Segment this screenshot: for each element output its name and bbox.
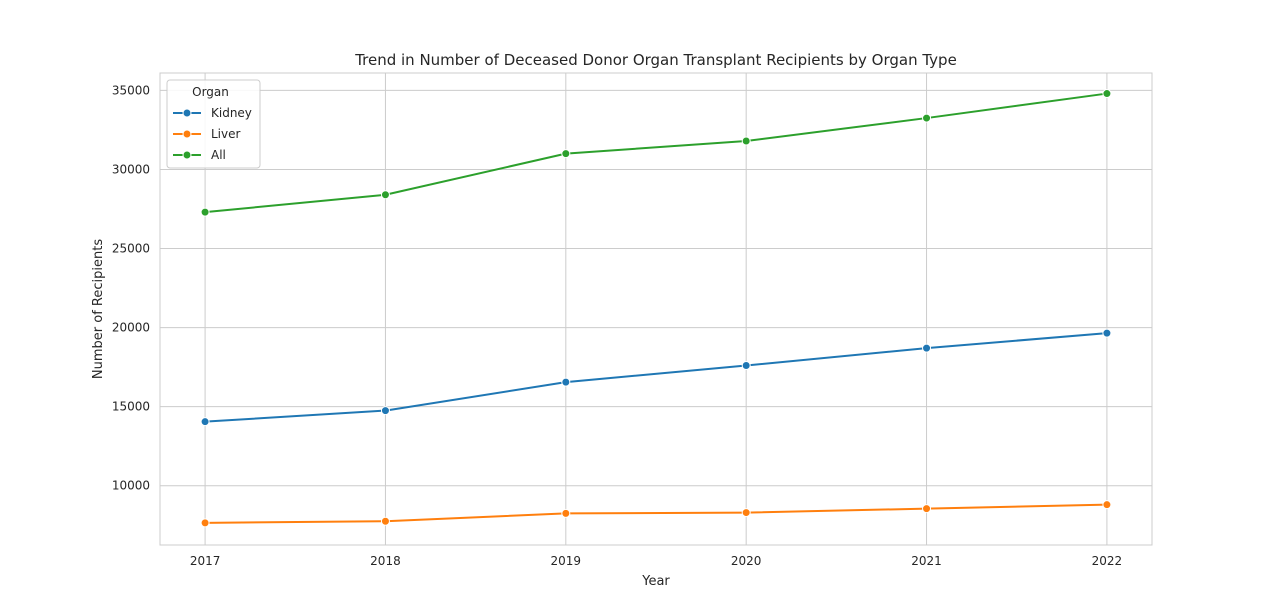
data-point-all: [200, 207, 210, 217]
x-axis-label: Year: [641, 574, 670, 589]
series-line-liver: [205, 503, 1107, 524]
legend-item-liver: Liver: [173, 127, 241, 141]
y-tick-label: 30000: [112, 162, 150, 176]
legend-marker-liver: [182, 129, 192, 139]
legend-box: [166, 79, 261, 169]
data-point-kidney: [741, 361, 751, 371]
data-point-liver: [1102, 500, 1112, 510]
data-point-kidney: [561, 377, 571, 387]
y-tick-label: 20000: [112, 321, 150, 335]
legend-label-liver: Liver: [211, 127, 241, 141]
legend-title: Organ: [192, 85, 229, 99]
y-tick-label: 25000: [112, 242, 150, 256]
plot-frame: [159, 72, 1153, 546]
chart-title: Trend in Number of Deceased Donor Organ …: [354, 51, 957, 69]
y-axis-label: Number of Recipients: [91, 239, 106, 379]
x-tick-label: 2020: [731, 554, 762, 568]
series-liver: [200, 500, 1112, 528]
x-axis-ticks: 2017 2018 2019 2020 2021 2022: [190, 554, 1122, 568]
y-tick-label: 35000: [112, 83, 150, 97]
series-line-kidney: [205, 332, 1107, 423]
data-point-all: [1102, 89, 1112, 99]
legend: Organ Kidney Liver All: [166, 79, 261, 169]
x-tick-label: 2017: [190, 554, 221, 568]
data-point-kidney: [1102, 328, 1112, 338]
x-tick-label: 2022: [1092, 554, 1123, 568]
x-tick-label: 2021: [911, 554, 942, 568]
y-tick-label: 15000: [112, 400, 150, 414]
data-point-all: [561, 149, 571, 159]
series-kidney: [200, 328, 1112, 427]
data-point-all: [741, 136, 751, 146]
y-axis-ticks: 10000 15000 20000 25000 30000 35000: [112, 83, 150, 492]
y-tick-label: 10000: [112, 479, 150, 493]
data-point-liver: [741, 508, 751, 518]
data-point-kidney: [200, 417, 210, 427]
data-point-liver: [561, 508, 571, 518]
data-point-kidney: [922, 343, 932, 353]
legend-item-kidney: Kidney: [173, 106, 252, 120]
legend-label-all: All: [211, 148, 226, 162]
data-point-liver: [922, 504, 932, 514]
series-line-all: [204, 92, 1108, 214]
x-tick-label: 2018: [370, 554, 401, 568]
legend-marker-all: [182, 150, 192, 160]
legend-label-kidney: Kidney: [211, 106, 252, 120]
data-point-all: [922, 113, 932, 123]
grid: [160, 73, 1152, 545]
data-point-all: [380, 190, 390, 200]
series-all: [200, 89, 1112, 217]
data-point-kidney: [380, 406, 390, 416]
x-tick-label: 2019: [551, 554, 582, 568]
data-point-liver: [380, 516, 390, 526]
series-layer: [200, 89, 1112, 528]
legend-item-all: All: [173, 148, 226, 162]
data-point-liver: [200, 518, 210, 528]
legend-marker-kidney: [182, 108, 192, 118]
